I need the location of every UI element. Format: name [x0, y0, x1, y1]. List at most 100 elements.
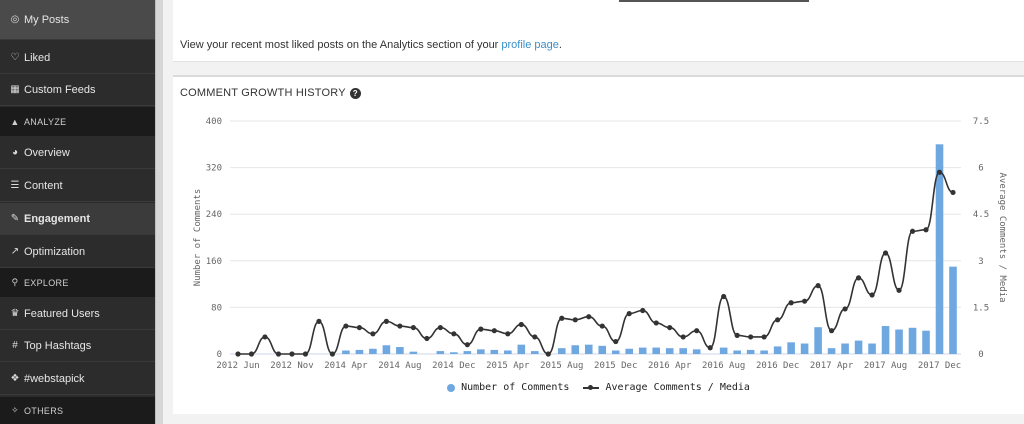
sidebar-label: Optimization: [24, 245, 86, 258]
average-point: [316, 318, 322, 324]
average-point: [748, 334, 754, 340]
sidebar-item-featured-users[interactable]: ♛ Featured Users: [0, 298, 155, 330]
comment-bar: [557, 348, 566, 354]
comment-bar: [733, 350, 741, 354]
comment-bar: [719, 347, 728, 354]
average-point: [424, 335, 430, 342]
sidebar-label: #webstapick: [24, 372, 85, 385]
heart-icon: ♡: [10, 52, 20, 63]
x-tick-label: 2014 Dec: [432, 361, 475, 371]
legend-item-average[interactable]: Average Comments / Media: [583, 382, 750, 393]
sidebar-label: OTHERS: [24, 405, 64, 416]
x-tick-label: 2015 Aug: [540, 361, 583, 371]
average-point: [653, 320, 659, 326]
comment-bar: [787, 342, 795, 354]
average-point: [680, 334, 686, 340]
average-point: [505, 331, 511, 337]
x-tick-label: 2016 Aug: [702, 361, 745, 371]
average-point: [599, 323, 605, 329]
x-tick-label: 2016 Dec: [756, 361, 799, 371]
x-tick-label: 2017 Dec: [918, 361, 961, 371]
average-point: [262, 334, 268, 340]
average-point: [559, 315, 565, 321]
y-tick-label: 0: [217, 350, 222, 360]
comment-bar: [895, 329, 903, 354]
average-point: [572, 317, 578, 323]
sidebar-label: ANALYZE: [24, 116, 67, 127]
comment-bar: [450, 352, 458, 354]
average-point: [275, 351, 282, 357]
comment-bar: [477, 349, 485, 354]
sidebar-section-others: ✧ OTHERS: [0, 397, 155, 424]
comment-bar: [369, 348, 377, 354]
instagram-icon: ◎: [10, 14, 20, 25]
x-tick-label: 2012 Nov: [270, 361, 313, 371]
sidebar-item-content[interactable]: ☰ Content: [0, 170, 155, 202]
average-point: [761, 334, 767, 340]
y2-tick-label: 0: [978, 350, 983, 360]
sidebar-item-optimization[interactable]: ↗ Optimization: [0, 236, 155, 268]
x-tick-label: 2015 Dec: [594, 361, 637, 371]
sidebar-item-webstapick[interactable]: ❖ #webstapick: [0, 363, 155, 395]
sidebar-item-top-hashtags[interactable]: # Top Hashtags: [0, 330, 155, 362]
average-point: [613, 338, 619, 345]
liked-posts-card: View your recent most liked posts on the…: [173, 0, 1024, 62]
sidebar-label: EXPLORE: [24, 277, 69, 288]
y-tick-label: 160: [206, 257, 222, 267]
average-point: [545, 351, 551, 357]
bookmark-icon: ❖: [10, 373, 20, 384]
y-tick-label: 320: [206, 164, 222, 174]
sidebar-label: Engagement: [24, 212, 91, 225]
profile-page-link[interactable]: profile page: [501, 39, 559, 51]
legend-item-comments[interactable]: Number of Comments: [447, 382, 569, 393]
analytics-note-text: View your recent most liked posts on the…: [180, 39, 502, 51]
sidebar-item-custom-feeds[interactable]: ▦ Custom Feeds: [0, 74, 155, 106]
sidebar-label: Top Hashtags: [24, 339, 92, 352]
average-point: [586, 314, 592, 320]
comment-bar: [881, 326, 890, 354]
comment-bar: [517, 344, 526, 354]
average-point: [478, 326, 484, 332]
comment-bar: [355, 349, 364, 354]
comment-bar: [908, 327, 917, 354]
average-point: [855, 275, 862, 281]
average-point: [828, 328, 835, 334]
sidebar-item-overview[interactable]: ◕ Overview: [0, 137, 155, 169]
sidebar-label: My Posts: [24, 13, 70, 26]
average-point: [734, 332, 740, 338]
sidebar-item-engagement[interactable]: ✎ Engagement: [0, 203, 155, 235]
sidebar: ◎ My Posts ♡ Liked ▦ Custom Feeds ▲ ANALYZE ◕ Ove…: [0, 0, 155, 424]
comment-bar: [463, 351, 472, 354]
y2-tick-label: 6: [978, 164, 983, 174]
average-point: [815, 283, 821, 289]
search-icon: ⚲: [11, 277, 19, 287]
comment-bar: [827, 348, 836, 354]
sidebar-item-liked[interactable]: ♡ Liked: [0, 42, 155, 74]
y-tick-label: 240: [206, 210, 222, 220]
comment-bar: [935, 144, 944, 354]
average-point: [936, 169, 943, 175]
comment-bar: [800, 343, 809, 354]
average-point: [842, 306, 848, 312]
post-image-strip: [619, 0, 809, 2]
sidebar-section-explore: ⚲ EXPLORE: [0, 268, 155, 297]
main-content: View your recent most liked posts on the…: [163, 0, 1024, 424]
comment-bar: [611, 350, 620, 354]
y2-axis-title: Average Comments / Media: [997, 172, 1007, 302]
comment-bar: [692, 349, 701, 354]
legend-label-average: Average Comments / Media: [605, 382, 750, 393]
question-circle-icon[interactable]: ?: [349, 87, 361, 99]
average-point: [329, 351, 336, 357]
average-point: [869, 292, 875, 298]
average-point: [707, 345, 713, 351]
average-point: [302, 351, 309, 357]
gavel-icon: ✧: [11, 405, 19, 415]
x-tick-label: 2014 Apr: [324, 361, 368, 371]
average-point: [370, 331, 376, 337]
average-point: [802, 298, 808, 304]
list-icon: ☰: [10, 180, 20, 191]
comment-bar: [679, 348, 687, 354]
sidebar-item-my-posts[interactable]: ◎ My Posts: [0, 0, 155, 40]
x-tick-label: 2016 Apr: [648, 361, 692, 371]
sidebar-scrollbar[interactable]: [155, 0, 163, 424]
